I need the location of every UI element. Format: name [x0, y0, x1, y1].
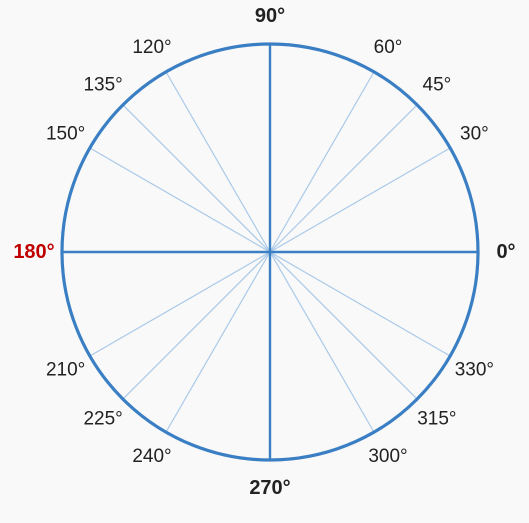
angle-label-45: 45°: [423, 75, 452, 96]
radius-line-240: [165, 251, 271, 433]
radius-line-330: [269, 251, 451, 357]
angle-label-180: 180°: [13, 241, 54, 263]
angle-label-30: 30°: [460, 124, 489, 145]
radius-line-210: [89, 251, 271, 357]
angle-label-60: 60°: [374, 37, 403, 58]
axis-lines: [62, 44, 478, 460]
angle-label-150: 150°: [46, 124, 85, 145]
angle-label-300: 300°: [368, 446, 407, 467]
radius-line-60: [269, 71, 375, 253]
radius-line-120: [165, 71, 271, 253]
angle-label-225: 225°: [83, 408, 122, 429]
angle-label-0: 0°: [496, 241, 515, 263]
angle-label-330: 330°: [455, 360, 494, 381]
angle-label-240: 240°: [132, 446, 171, 467]
angle-label-210: 210°: [46, 360, 85, 381]
radius-line-300: [269, 251, 375, 433]
angle-label-270: 270°: [249, 477, 290, 499]
radius-line-45: [269, 104, 418, 253]
angle-label-120: 120°: [132, 37, 171, 58]
radius-line-30: [269, 147, 451, 253]
angle-labels: 0° 30° 45° 60° 90° 120° 135° 150° 180° 210° 225° 24…: [13, 5, 515, 499]
radius-line-225: [122, 251, 271, 400]
radius-line-135: [122, 104, 271, 253]
angle-label-315: 315°: [417, 408, 456, 429]
outer-circle: [60, 42, 480, 462]
radius-line-150: [89, 147, 271, 253]
angle-label-135: 135°: [83, 75, 122, 96]
angle-label-90: 90°: [255, 5, 285, 27]
radius-line-315: [269, 251, 418, 400]
radial-lines: [89, 71, 451, 433]
